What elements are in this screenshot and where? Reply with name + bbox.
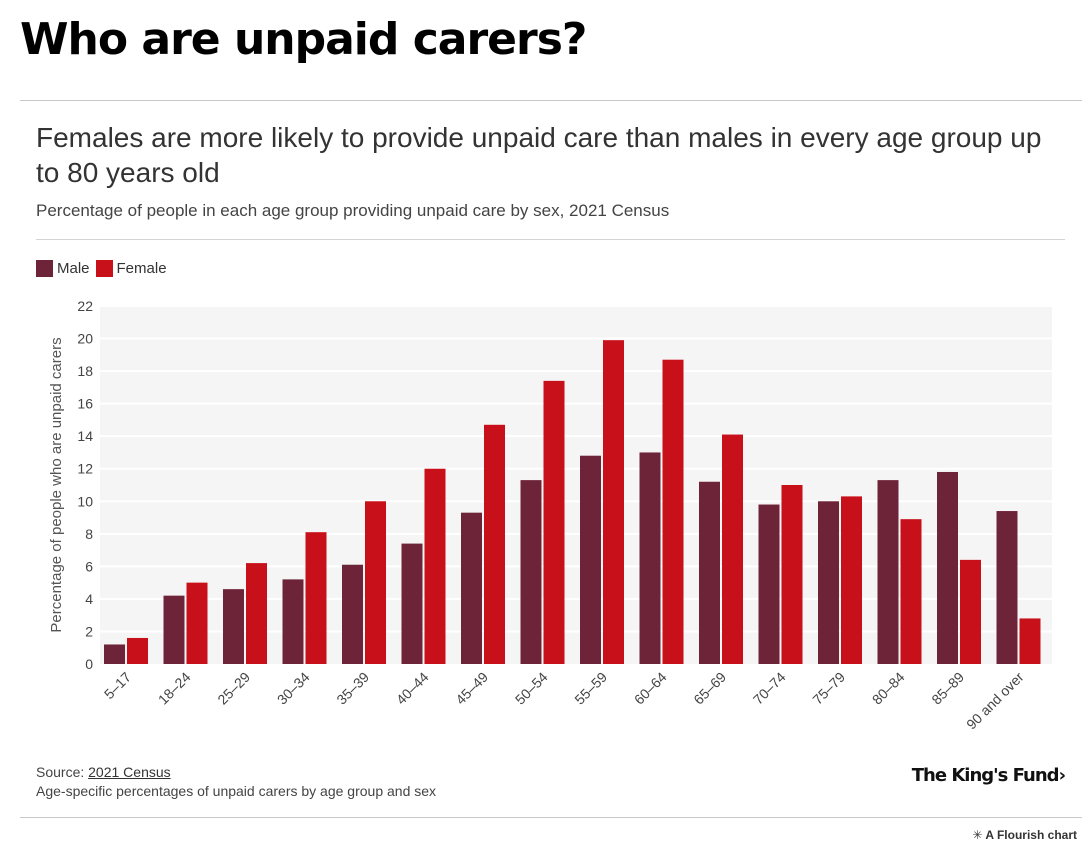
x-tick-label: 65–69	[690, 669, 729, 708]
source-prefix: Source:	[36, 764, 89, 780]
bar-female	[246, 563, 267, 664]
bar-male	[223, 589, 244, 664]
x-tick-label: 50–54	[512, 669, 551, 708]
legend-label-male: Male	[57, 260, 90, 277]
bar-male	[401, 543, 423, 664]
bar-male	[163, 595, 185, 664]
y-tick-label: 8	[85, 526, 93, 542]
y-tick-label: 16	[77, 396, 93, 412]
bar-male	[639, 452, 661, 664]
x-tick-label: 25–29	[214, 669, 253, 708]
bar-female	[662, 359, 684, 664]
x-tick-label: 5–17	[101, 669, 134, 702]
legend-item-female[interactable]: Female	[95, 260, 167, 277]
source-line: Source: 2021 Census	[36, 764, 171, 780]
source-note: Age-specific percentages of unpaid carer…	[36, 783, 437, 799]
bar-male	[877, 480, 899, 664]
y-tick-label: 6	[85, 558, 93, 574]
bar-male	[699, 481, 720, 664]
bar-male	[520, 480, 542, 664]
bar-female	[424, 468, 446, 664]
bar-female	[186, 582, 208, 664]
y-tick-label: 12	[77, 461, 93, 477]
y-tick-label: 10	[77, 493, 93, 509]
x-tick-label: 85–89	[928, 669, 967, 708]
x-tick-label: 55–59	[571, 669, 610, 708]
y-tick-label: 18	[77, 363, 93, 379]
bar-female	[960, 559, 981, 664]
bar-female	[305, 532, 327, 664]
x-tick-label: 40–44	[393, 669, 432, 708]
y-tick-label: 2	[85, 623, 93, 639]
x-tick-label: 90 and over	[963, 669, 1027, 733]
y-tick-label: 4	[85, 591, 93, 607]
legend-label-female: Female	[116, 260, 167, 277]
chart-headline: Females are more likely to provide unpai…	[36, 122, 1042, 188]
legend-item-male[interactable]: Male	[36, 260, 90, 277]
bar-female	[1019, 618, 1041, 664]
y-tick-label: 0	[85, 656, 93, 672]
bar-female	[722, 434, 743, 664]
bar-female	[543, 380, 565, 664]
kings-fund-logo[interactable]: The King's Fund›	[911, 765, 1066, 786]
bar-female	[365, 501, 386, 664]
flourish-label: A Flourish chart	[985, 828, 1077, 842]
bar-male	[282, 579, 304, 664]
brand-arrow-icon: ›	[1058, 765, 1066, 786]
bar-male	[342, 564, 363, 664]
x-tick-label: 70–74	[750, 669, 789, 708]
source-link[interactable]: 2021 Census	[88, 764, 171, 780]
bar-male	[758, 504, 780, 664]
x-tick-label: 30–34	[274, 669, 313, 708]
flourish-credit[interactable]: ✳ A Flourish chart	[972, 828, 1077, 842]
legend-swatch-male	[36, 260, 53, 277]
bar-female	[603, 340, 624, 664]
bar-female	[841, 496, 862, 664]
legend-swatch-female	[95, 260, 113, 277]
bar-male	[461, 512, 482, 664]
flourish-asterisk-icon: ✳	[972, 828, 983, 842]
chart-subtitle: Percentage of people in each age group p…	[36, 201, 670, 220]
bar-male	[104, 644, 125, 664]
bar-male	[580, 455, 601, 664]
divider-header	[36, 239, 1065, 240]
bar-female	[900, 519, 922, 664]
bar-chart: 0 2 4 6 8 10 12 14 16 18 20 22 Percentage of people …	[48, 298, 1052, 733]
x-tick-label: 18–24	[155, 669, 194, 708]
y-tick-label: 22	[77, 298, 93, 314]
x-tick-label: 35–39	[333, 669, 372, 708]
bar-female	[781, 485, 803, 664]
y-tick-label: 20	[77, 331, 93, 347]
bar-male	[818, 501, 839, 664]
divider-top	[20, 100, 1082, 101]
x-tick-label: 45–49	[452, 669, 491, 708]
y-axis-label: Percentage of people who are unpaid care…	[48, 337, 65, 632]
brand-name: The King's Fund	[911, 765, 1060, 786]
bar-female	[484, 424, 505, 664]
bar-female	[127, 637, 148, 664]
divider-footer	[20, 817, 1082, 818]
x-tick-label: 60–64	[631, 669, 670, 708]
chart-legend: Male Female	[36, 260, 173, 277]
x-tick-label: 75–79	[809, 669, 848, 708]
bar-male	[937, 471, 958, 664]
x-tick-label: 80–84	[869, 669, 908, 708]
y-tick-label: 14	[77, 428, 93, 444]
bar-male	[996, 511, 1018, 664]
page-title: Who are unpaid carers?	[20, 14, 587, 65]
